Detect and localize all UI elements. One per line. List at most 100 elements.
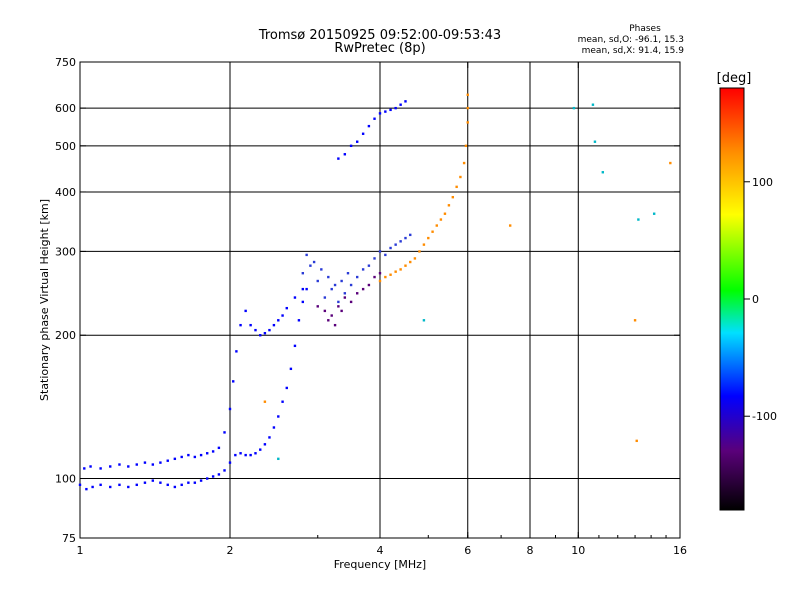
x-tick-label: 1 <box>77 544 84 557</box>
data-point <box>323 296 327 299</box>
data-point <box>205 452 209 455</box>
data-point <box>159 481 162 484</box>
data-point <box>367 283 371 287</box>
data-point <box>320 268 323 271</box>
stats-o: mean, sd,O: -96.1, 15.3 <box>578 35 684 45</box>
data-point <box>217 473 221 476</box>
colorbar-tick-label: 100 <box>752 176 773 189</box>
data-point <box>244 309 247 313</box>
data-point <box>349 144 353 148</box>
chart-subtitle: RwPretec (8p) <box>334 41 425 56</box>
data-point <box>285 306 288 310</box>
data-point <box>301 300 305 304</box>
data-point <box>633 319 637 322</box>
data-point <box>239 452 242 455</box>
data-point <box>239 323 242 327</box>
data-point <box>378 272 382 275</box>
data-point <box>337 300 340 304</box>
data-point <box>431 230 434 233</box>
data-point <box>459 175 462 179</box>
data-point <box>259 334 262 337</box>
data-point <box>143 461 147 464</box>
x-tick-label: 2 <box>227 544 234 557</box>
data-point <box>378 250 382 253</box>
data-point <box>418 250 421 253</box>
data-point <box>394 106 397 110</box>
data-point <box>135 463 138 466</box>
data-point <box>173 485 177 489</box>
data-point <box>91 485 94 489</box>
data-point <box>340 279 343 283</box>
data-point <box>187 453 190 457</box>
data-point <box>367 124 371 128</box>
data-point <box>159 461 162 464</box>
data-point <box>235 350 238 353</box>
data-point <box>254 452 257 455</box>
y-axis-label: Stationary phase Virtual Height [km] <box>38 199 51 401</box>
data-point <box>199 479 203 482</box>
data-point <box>361 268 365 271</box>
data-point <box>355 140 359 143</box>
data-point <box>330 314 333 317</box>
data-point <box>327 319 330 322</box>
data-point <box>118 463 121 466</box>
data-point <box>601 171 605 174</box>
data-point <box>572 106 576 110</box>
y-tick-label: 75 <box>62 532 76 545</box>
data-point <box>151 463 155 466</box>
data-point <box>378 112 382 115</box>
data-point <box>223 469 226 472</box>
data-point <box>323 309 327 313</box>
data-point <box>349 300 353 304</box>
data-point <box>277 457 280 461</box>
data-point <box>78 483 82 487</box>
data-point <box>268 328 271 332</box>
y-tick-label: 600 <box>55 102 76 115</box>
data-point <box>435 224 438 227</box>
data-point <box>327 275 330 279</box>
data-point <box>254 328 257 332</box>
data-point <box>293 344 297 348</box>
data-point <box>466 106 469 110</box>
colorbar-tick-label: 0 <box>752 293 759 306</box>
data-point <box>333 323 337 327</box>
data-point <box>99 483 102 487</box>
data-point <box>343 296 347 299</box>
x-tick-label: 10 <box>571 544 585 557</box>
data-point <box>422 319 426 322</box>
data-point <box>466 121 469 124</box>
data-point <box>309 264 312 267</box>
colorbar <box>719 87 745 511</box>
data-point <box>89 465 92 468</box>
data-point <box>228 461 232 464</box>
data-point <box>404 264 407 267</box>
data-point <box>384 275 387 279</box>
data-point <box>211 475 215 478</box>
y-tick-label: 300 <box>55 245 76 258</box>
x-tick-label: 8 <box>527 544 534 557</box>
data-point <box>343 153 347 156</box>
data-point <box>337 305 340 308</box>
data-point <box>343 292 347 295</box>
data-point <box>301 287 305 291</box>
data-point <box>272 323 276 327</box>
data-point <box>384 110 387 113</box>
data-point <box>349 283 353 287</box>
data-point <box>316 305 319 308</box>
x-axis-label: Frequency [MHz] <box>334 558 426 571</box>
data-point <box>289 367 293 371</box>
data-point <box>281 400 284 403</box>
data-point <box>399 240 402 243</box>
axis-ticks: 1 2 4 6 8 10 16 75 100 200 300 400 500 600 750 <box>55 56 687 557</box>
x-tick-label: 4 <box>377 544 384 557</box>
data-point <box>389 246 392 250</box>
data-point <box>249 453 252 457</box>
data-point <box>337 157 340 160</box>
data-point <box>199 453 203 457</box>
data-point <box>389 273 392 276</box>
data-point <box>373 275 376 279</box>
data-point <box>193 455 197 459</box>
data-point <box>340 309 343 313</box>
colorbar-label: [deg] <box>717 71 752 86</box>
data-point <box>180 455 183 459</box>
